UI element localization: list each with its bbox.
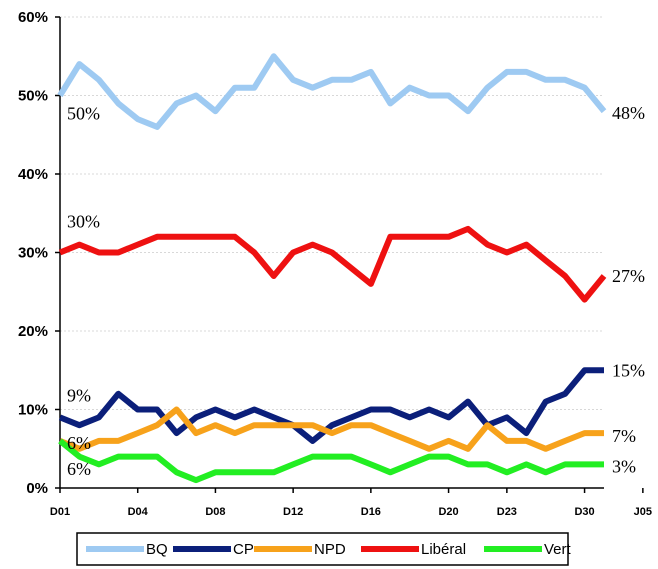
- y-axis-ticks: 0% 10% 20% 30% 40% 50% 60%: [18, 9, 60, 497]
- legend-label: CP: [233, 541, 254, 558]
- x-axis-ticks: D01 D04 D08 D12 D16 D20 D23 D30 J05: [50, 488, 652, 518]
- x-tick-label: D01: [50, 506, 70, 518]
- legend-item: NPD: [254, 541, 346, 558]
- x-tick-label: D20: [438, 506, 458, 518]
- data-labels: 50% 48% 30% 27% 9% 15% 6% 7% 6% 3%: [67, 103, 645, 479]
- data-label: 27%: [612, 266, 645, 286]
- x-tick-label: D08: [205, 506, 225, 518]
- legend-label: NPD: [314, 541, 346, 558]
- gridlines: [60, 16, 604, 410]
- series-line-cp: [58, 367, 604, 444]
- series-lines: [57, 53, 607, 484]
- legend-item: Vert: [484, 541, 572, 558]
- legend-item: Libéral: [361, 541, 466, 558]
- legend-item: BQ: [86, 541, 168, 558]
- data-label: 6%: [67, 459, 91, 479]
- series-line-libral: [58, 225, 607, 303]
- data-label: 15%: [612, 360, 645, 380]
- data-label: 30%: [67, 212, 100, 232]
- x-tick-label: D04: [128, 506, 149, 518]
- x-tick-label: J05: [634, 506, 652, 518]
- legend-label: Libéral: [421, 541, 466, 558]
- legend-label: BQ: [146, 541, 168, 558]
- series-line-vert: [58, 438, 604, 484]
- y-tick-label: 30%: [18, 245, 48, 262]
- y-tick-label: 50%: [18, 88, 48, 105]
- series-line-bq: [57, 53, 607, 130]
- x-tick-label: D16: [361, 506, 381, 518]
- legend-label: Vert: [544, 541, 572, 558]
- data-label: 7%: [612, 426, 636, 446]
- data-label: 9%: [67, 385, 91, 405]
- y-tick-label: 60%: [18, 9, 48, 26]
- data-label: 50%: [67, 104, 100, 124]
- x-tick-label: D30: [574, 506, 594, 518]
- y-tick-label: 20%: [18, 323, 48, 340]
- series-line-npd: [58, 406, 604, 452]
- data-label: 6%: [67, 433, 91, 453]
- y-tick-label: 0%: [26, 480, 48, 497]
- y-tick-label: 40%: [18, 166, 48, 183]
- x-tick-label: D12: [283, 506, 303, 518]
- x-tick-label: D23: [497, 506, 517, 518]
- data-label: 3%: [612, 456, 636, 476]
- y-tick-label: 10%: [18, 402, 48, 419]
- data-label: 48%: [612, 103, 645, 123]
- legend: BQ CP NPD Libéral Vert: [76, 532, 572, 566]
- legend-item: CP: [173, 541, 254, 558]
